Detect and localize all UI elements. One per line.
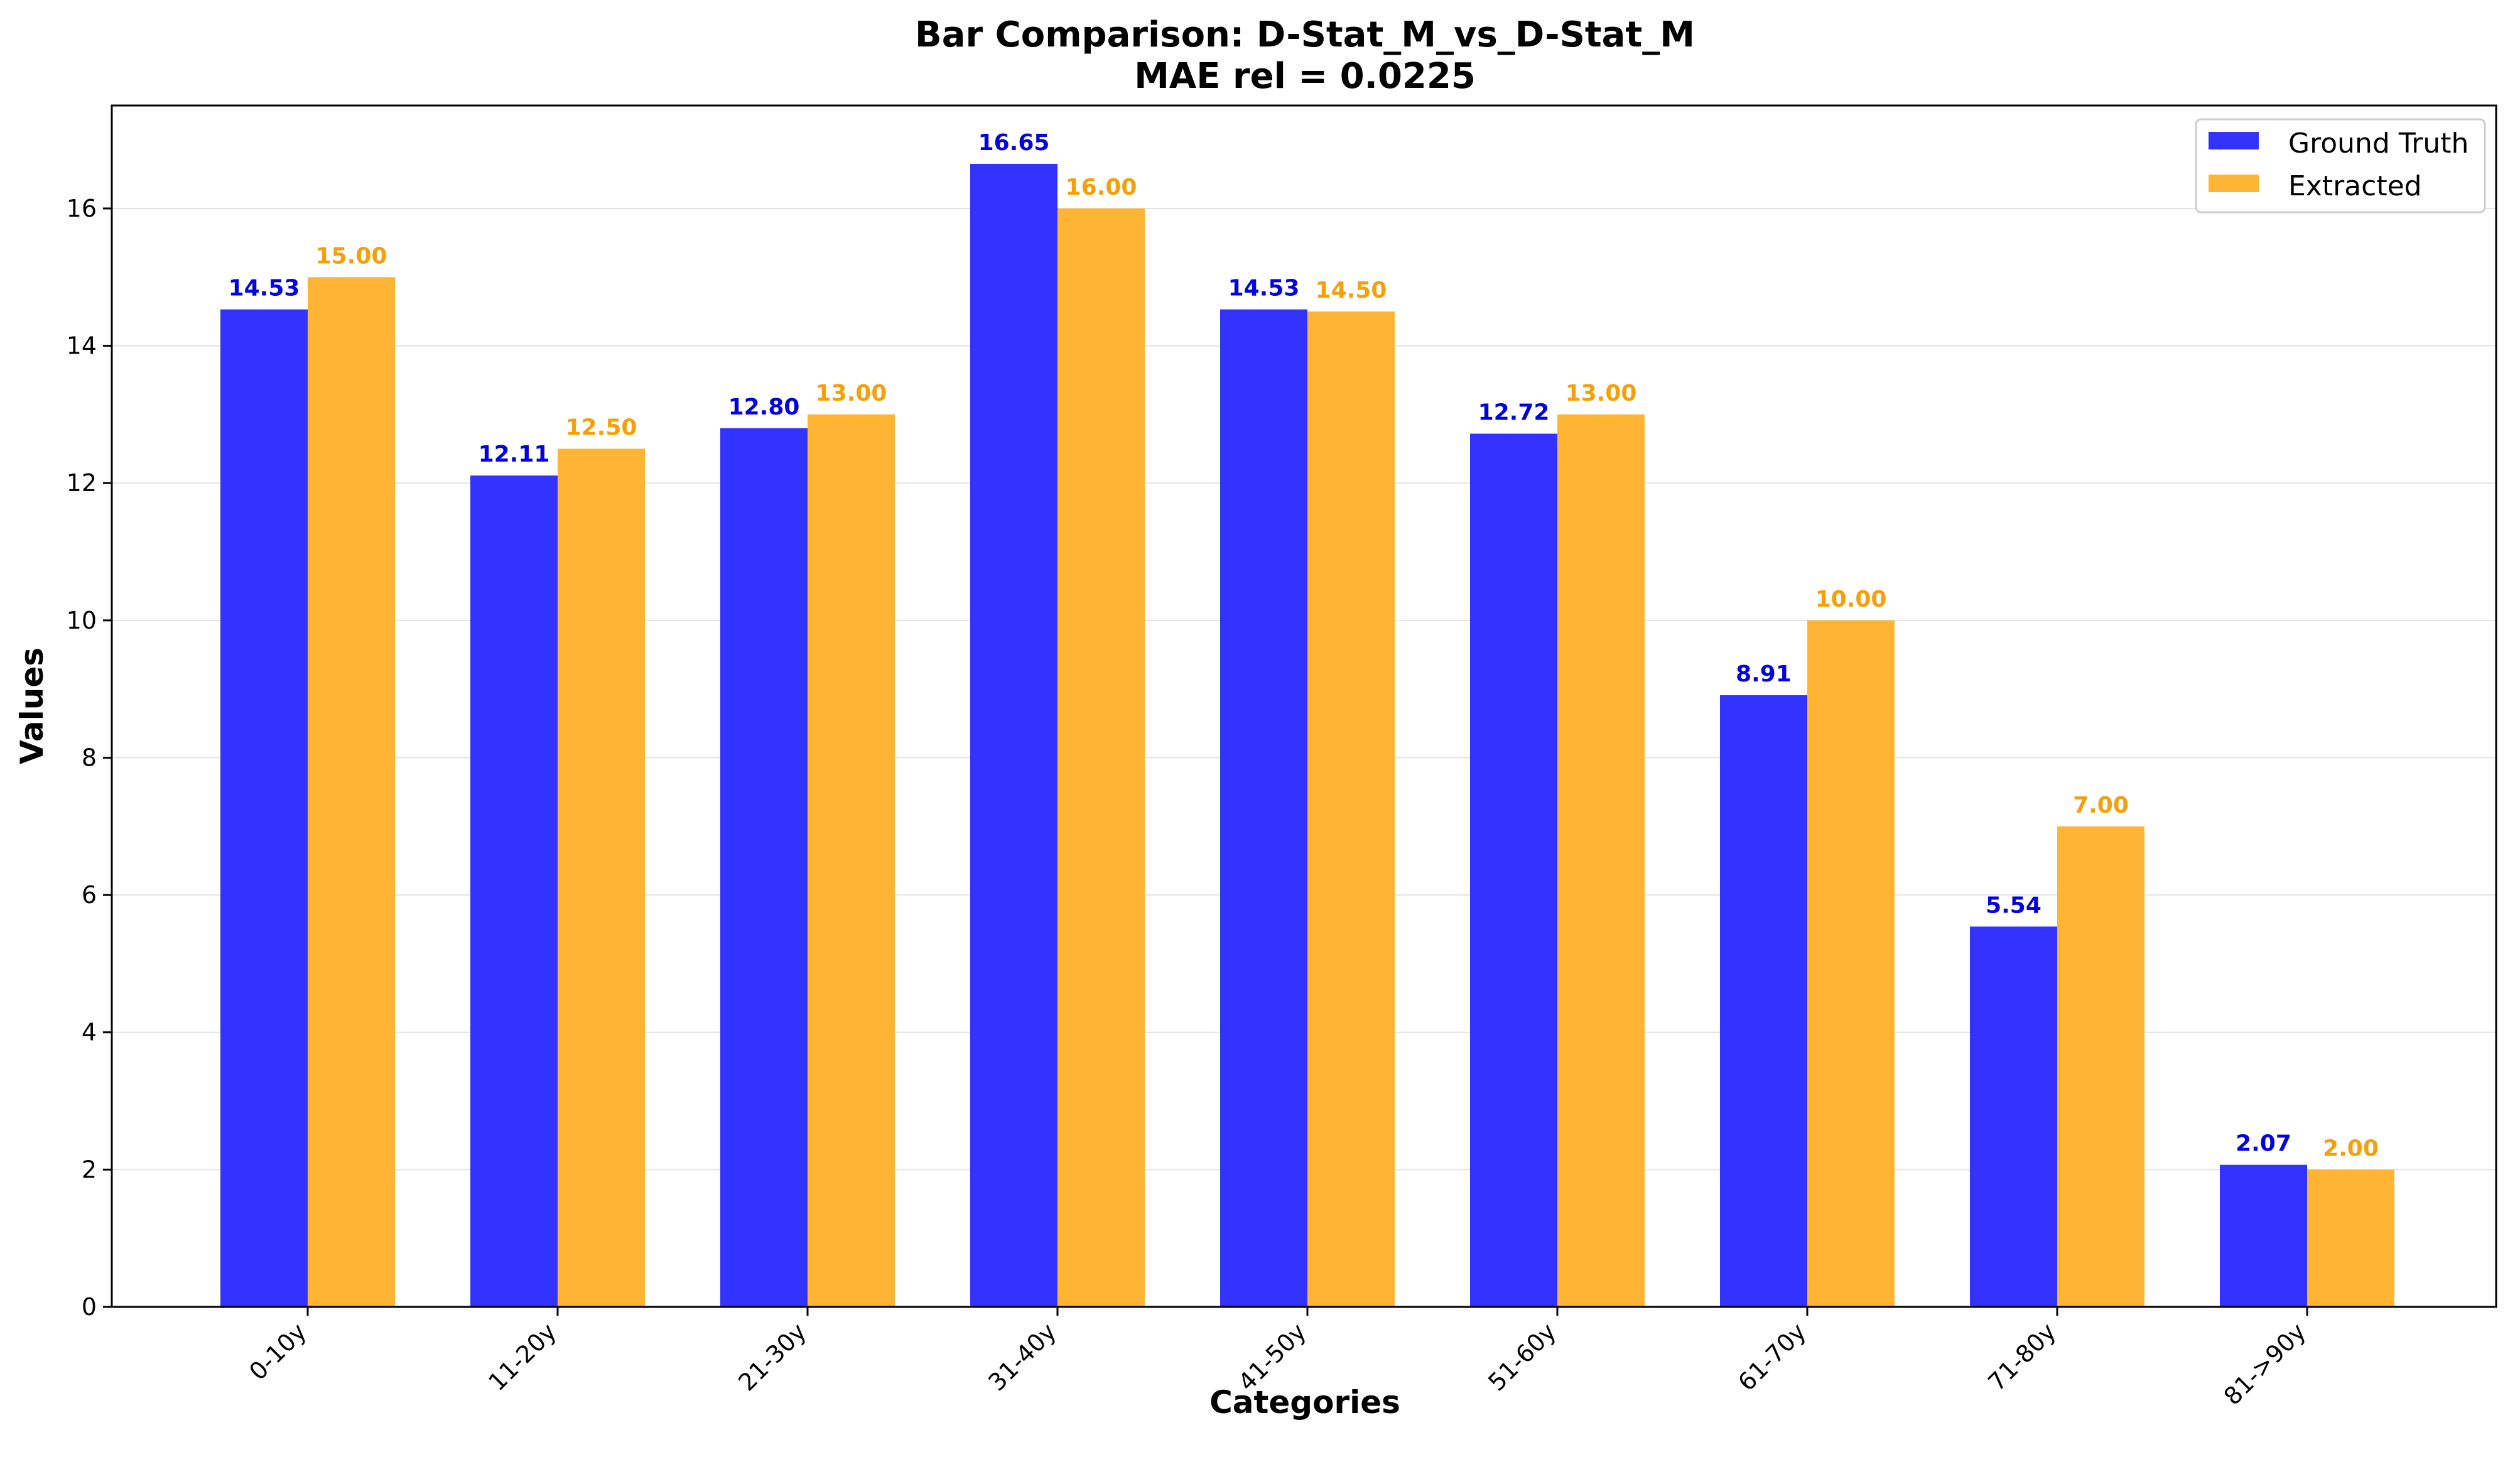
legend-swatch-extracted <box>2209 175 2259 192</box>
bar-extracted-61-70y <box>1807 620 1895 1307</box>
y-tick-label: 10 <box>67 607 97 634</box>
bar-ground-truth-41-50y <box>1220 309 1307 1307</box>
legend-box <box>2195 118 2486 214</box>
bar-value-label: 12.11 <box>479 441 550 467</box>
y-tick-label: 14 <box>67 332 97 360</box>
bar-value-label: 2.00 <box>2323 1135 2379 1161</box>
bar-value-label: 10.00 <box>1815 587 1887 612</box>
bar-value-label: 13.00 <box>1566 381 1637 406</box>
bar-extracted-31-40y <box>1057 208 1145 1307</box>
bar-value-label: 14.53 <box>1228 276 1300 301</box>
y-tick-label: 0 <box>82 1293 97 1321</box>
y-axis-label: Values <box>14 647 50 764</box>
bar-value-label: 16.65 <box>978 130 1050 156</box>
y-tick-label: 2 <box>82 1156 97 1183</box>
bar-extracted-71-80y <box>2057 826 2144 1307</box>
bar-value-label: 2.07 <box>2236 1131 2291 1157</box>
bar-value-label: 12.80 <box>728 394 800 420</box>
bar-ground-truth-21-30y <box>720 428 808 1308</box>
bar-value-label: 12.50 <box>566 415 637 441</box>
bar-value-labels: 14.53 15.00 12.11 12.50 12.80 13.00 16.65 16.00… <box>229 130 2379 1161</box>
chart-subtitle: MAE rel = 0.0225 <box>1134 56 1476 97</box>
bar-extracted-21-30y <box>808 414 895 1307</box>
bar-value-label: 14.50 <box>1316 278 1387 303</box>
legend-label-extracted: Extracted <box>2288 170 2422 202</box>
bar-extracted-81-90y <box>2307 1169 2394 1307</box>
legend-swatch-ground-truth <box>2209 132 2259 149</box>
bar-ground-truth-51-60y <box>1470 433 1557 1308</box>
bar-ground-truth-31-40y <box>970 163 1057 1308</box>
y-tick-label: 16 <box>67 195 97 222</box>
bar-value-label: 7.00 <box>2073 793 2129 818</box>
bar-extracted-0-10y <box>308 277 395 1308</box>
bar-value-label: 16.00 <box>1066 175 1137 200</box>
bar-value-label: 12.72 <box>1478 400 1550 426</box>
y-axis-ticks: 0 2 4 6 8 10 12 14 16 <box>67 195 112 1321</box>
bar-extracted-41-50y <box>1307 311 1395 1307</box>
bar-ground-truth-81-90y <box>2220 1164 2307 1307</box>
bar-extracted-51-60y <box>1557 414 1645 1307</box>
bar-ground-truth-71-80y <box>1970 926 2057 1307</box>
legend: Ground Truth Extracted <box>2195 118 2486 214</box>
bar-value-label: 15.00 <box>316 243 387 269</box>
y-tick-label: 6 <box>82 881 97 909</box>
plot-frame <box>111 104 2497 1308</box>
bar-ground-truth-11-20y <box>470 475 558 1307</box>
y-tick-label: 4 <box>82 1019 97 1046</box>
bar-value-label: 5.54 <box>1986 892 2041 918</box>
x-axis-label: Categories <box>1209 1384 1400 1421</box>
chart-title: Bar Comparison: D-Stat_M_vs_D-Stat_M <box>915 14 1695 55</box>
y-tick-label: 8 <box>82 744 97 771</box>
bar-extracted-11-20y <box>558 448 645 1307</box>
bar-value-label: 8.91 <box>1736 661 1792 687</box>
bar-ground-truth-0-10y <box>220 309 308 1307</box>
y-tick-label: 12 <box>67 469 97 497</box>
bar-value-label: 13.00 <box>816 381 887 406</box>
bar-value-label: 14.53 <box>229 276 300 301</box>
legend-label-ground-truth: Ground Truth <box>2288 127 2469 160</box>
bars <box>220 163 2394 1308</box>
bar-ground-truth-61-70y <box>1720 695 1807 1307</box>
